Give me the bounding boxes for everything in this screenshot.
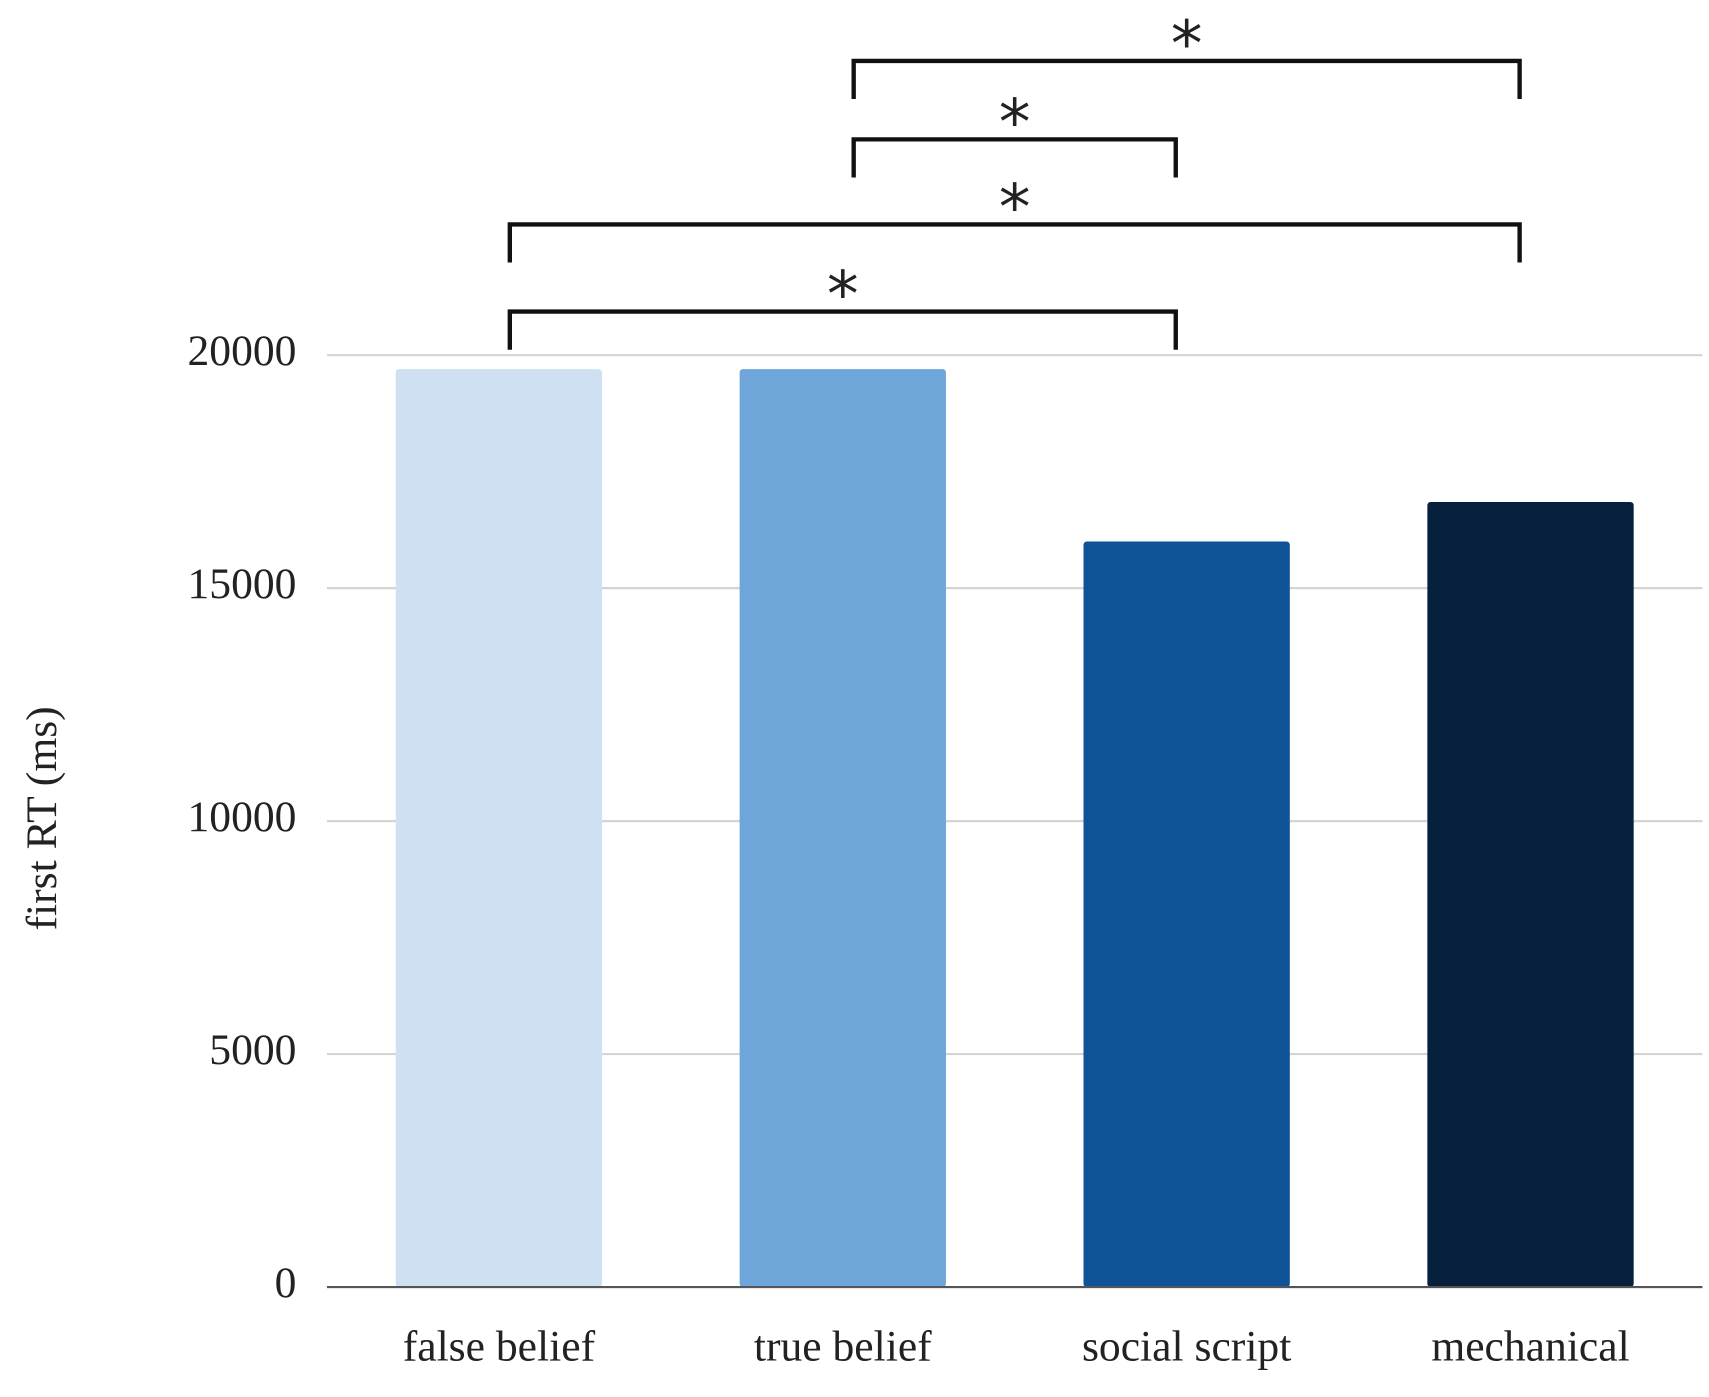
bar xyxy=(1083,541,1290,1288)
significance-bracket xyxy=(507,222,1522,263)
significance-bracket xyxy=(851,137,1178,178)
x-tick-label: social script xyxy=(1082,1322,1291,1370)
significance-label: * xyxy=(1171,6,1203,80)
y-tick-label: 5000 xyxy=(209,1026,296,1074)
y-tick-label: 0 xyxy=(275,1259,297,1307)
y-tick-label: 15000 xyxy=(188,560,297,608)
x-tick-label: mechanical xyxy=(1431,1322,1629,1370)
significance-label: * xyxy=(999,85,1031,159)
y-axis-label: first RT (ms) xyxy=(18,706,66,930)
significance-label: * xyxy=(999,170,1031,244)
y-tick-label: 10000 xyxy=(188,793,297,841)
bar xyxy=(395,369,603,1288)
significance-bracket xyxy=(507,309,1178,350)
y-tick-label: 20000 xyxy=(188,327,297,375)
significance-bracket xyxy=(851,58,1522,100)
x-tick-label: false belief xyxy=(403,1322,596,1370)
significance-label: * xyxy=(827,257,859,331)
bar xyxy=(1427,501,1634,1288)
bar xyxy=(739,369,946,1288)
x-tick-label: true belief xyxy=(754,1322,932,1370)
